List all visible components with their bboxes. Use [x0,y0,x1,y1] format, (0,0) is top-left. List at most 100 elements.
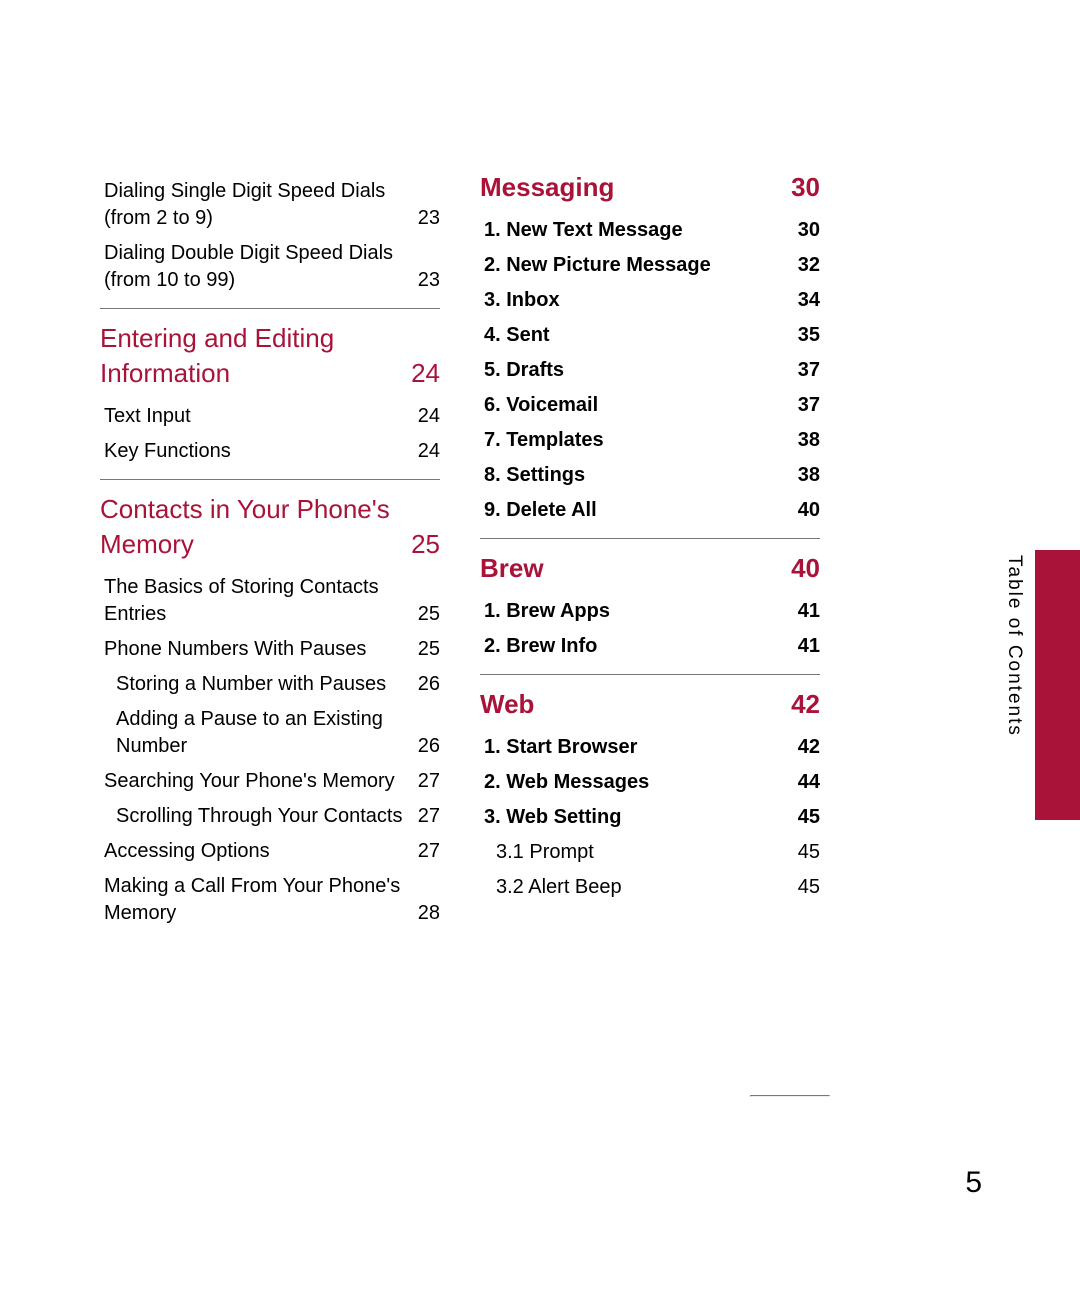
toc-entry-title: 4. Sent [484,322,798,349]
toc-entry-page: 25 [418,636,440,663]
toc-entry: Key Functions24 [100,438,440,465]
toc-entry: Dialing Double Digit Speed Dials (from 1… [100,240,440,294]
toc-entry-page: 45 [798,839,820,866]
toc-entry-page: 27 [418,803,440,830]
toc-entry-title: Making a Call From Your Phone's Memory [104,873,418,927]
toc-entry-title: The Basics of Storing Contacts Entries [104,574,418,628]
toc-entry: 3.1 Prompt45 [480,839,820,866]
toc-entry-title: 1. Brew Apps [484,598,798,625]
toc-entry-page: 27 [418,768,440,795]
toc-entry: 8. Settings38 [480,462,820,489]
section-heading: Web 42 [480,687,820,722]
toc-entry-page: 45 [798,804,820,831]
section-page: 25 [411,527,440,562]
toc-entry-page: 23 [418,267,440,294]
toc-entry-title: 6. Voicemail [484,392,798,419]
divider [480,538,820,539]
toc-entry-title: 3.2 Alert Beep [496,874,798,901]
toc-entry-page: 41 [798,598,820,625]
toc-entry-page: 30 [798,217,820,244]
toc-entry-page: 24 [418,403,440,430]
toc-entry-title: 2. Web Messages [484,769,798,796]
toc-entry: 9. Delete All40 [480,497,820,524]
toc-entry: 3. Web Setting45 [480,804,820,831]
section-page: 42 [791,687,820,722]
toc-entry-page: 32 [798,252,820,279]
toc-entry-page: 38 [798,427,820,454]
toc-entry: Adding a Pause to an Existing Number26 [100,706,440,760]
toc-entry-title: 8. Settings [484,462,798,489]
section-page: 24 [411,356,440,391]
toc-entry-title: 2. New Picture Message [484,252,798,279]
footer-rule [750,1095,830,1097]
toc-entry: Phone Numbers With Pauses25 [100,636,440,663]
toc-entry: 5. Drafts37 [480,357,820,384]
toc-entry-title: Dialing Single Digit Speed Dials (from 2… [104,178,418,232]
toc-entry-page: 25 [418,601,440,628]
toc-entry-page: 35 [798,322,820,349]
toc-entry: The Basics of Storing Contacts Entries25 [100,574,440,628]
toc-entry-page: 23 [418,205,440,232]
toc-entry-title: 5. Drafts [484,357,798,384]
toc-entry-page: 42 [798,734,820,761]
toc-entry-page: 45 [798,874,820,901]
toc-entry-page: 26 [418,671,440,698]
toc-entry: 1. New Text Message30 [480,217,820,244]
content-columns: Dialing Single Digit Speed Dials (from 2… [100,170,990,935]
toc-entry: Storing a Number with Pauses26 [100,671,440,698]
toc-entry-page: 27 [418,838,440,865]
section-heading: Contacts in Your Phone's Memory 25 [100,492,440,562]
toc-entry: 3.2 Alert Beep45 [480,874,820,901]
toc-entry: Making a Call From Your Phone's Memory28 [100,873,440,927]
side-label: Table of Contents [1003,555,1025,737]
section-title: Messaging [480,170,791,205]
toc-entry-title: 7. Templates [484,427,798,454]
toc-entry-title: 1. Start Browser [484,734,798,761]
section-title: Entering and Editing Information [100,321,411,391]
section-title: Brew [480,551,791,586]
toc-entry-page: 41 [798,633,820,660]
toc-entry: Text Input24 [100,403,440,430]
page: Dialing Single Digit Speed Dials (from 2… [0,0,1080,1295]
toc-entry-title: Accessing Options [104,838,418,865]
toc-entry-title: Text Input [104,403,418,430]
toc-entry: 2. Brew Info41 [480,633,820,660]
toc-entry-page: 26 [418,733,440,760]
toc-entry-page: 37 [798,357,820,384]
toc-entry: Scrolling Through Your Contacts27 [100,803,440,830]
left-column: Dialing Single Digit Speed Dials (from 2… [100,170,440,935]
toc-entry-title: Key Functions [104,438,418,465]
toc-entry-title: Searching Your Phone's Memory [104,768,418,795]
toc-entry: Dialing Single Digit Speed Dials (from 2… [100,178,440,232]
divider [100,308,440,309]
toc-entry: 7. Templates38 [480,427,820,454]
toc-entry: Searching Your Phone's Memory27 [100,768,440,795]
right-column: Messaging 30 1. New Text Message30 2. New… [480,170,820,935]
toc-entry-page: 34 [798,287,820,314]
toc-entry-page: 28 [418,900,440,927]
toc-entry-title: 3. Web Setting [484,804,798,831]
toc-entry-page: 24 [418,438,440,465]
toc-entry: Accessing Options27 [100,838,440,865]
section-heading: Entering and Editing Information 24 [100,321,440,391]
section-heading: Brew 40 [480,551,820,586]
divider [100,479,440,480]
section-heading: Messaging 30 [480,170,820,205]
toc-entry-page: 37 [798,392,820,419]
toc-entry: 1. Brew Apps41 [480,598,820,625]
toc-entry-page: 40 [798,497,820,524]
toc-entry-page: 44 [798,769,820,796]
toc-entry-title: 3. Inbox [484,287,798,314]
section-page: 30 [791,170,820,205]
toc-entry: 1. Start Browser42 [480,734,820,761]
toc-entry-title: Scrolling Through Your Contacts [116,803,418,830]
toc-entry: 6. Voicemail37 [480,392,820,419]
toc-entry: 2. New Picture Message32 [480,252,820,279]
toc-entry: 3. Inbox34 [480,287,820,314]
toc-entry-page: 38 [798,462,820,489]
toc-entry-title: Adding a Pause to an Existing Number [116,706,418,760]
page-number: 5 [965,1166,982,1200]
toc-entry-title: Storing a Number with Pauses [116,671,418,698]
section-title: Web [480,687,791,722]
toc-entry: 4. Sent35 [480,322,820,349]
